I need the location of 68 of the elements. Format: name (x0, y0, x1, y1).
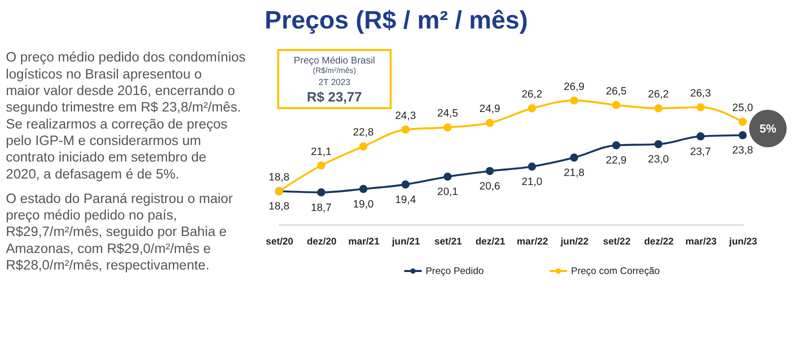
annotation: 5% (759, 122, 777, 136)
x-tick-label: dez/20 (306, 236, 337, 248)
point (528, 162, 536, 171)
data-label: 23,0 (648, 154, 669, 166)
data-label: 21,1 (310, 146, 332, 158)
text: (R$/m²/mês) (312, 66, 356, 76)
data-label: 18,7 (310, 202, 332, 214)
point (570, 96, 578, 105)
data-label: 25,0 (732, 102, 754, 114)
data-label: 20,6 (479, 180, 500, 192)
point (738, 131, 747, 140)
point (444, 123, 452, 132)
data-label: 20,1 (437, 186, 458, 198)
x-tick-label: jun/21 (390, 236, 421, 248)
x-tick-label: mar/23 (685, 236, 718, 248)
data-label: 22,9 (606, 154, 627, 167)
point (738, 118, 747, 126)
point (486, 167, 494, 176)
point (317, 188, 326, 196)
point (612, 100, 620, 110)
data-label: 26,9 (564, 80, 585, 93)
data-label: 18,8 (268, 200, 290, 213)
point (654, 140, 662, 148)
x-tick-label: jun/23 (728, 236, 758, 248)
data-label: 18,8 (268, 172, 290, 184)
text: O preço médio pedido dos condomínios logísticos no Brasil apresentou o maior valor desde 2016, encerrando o segundo trimestre em R$ 23,8/m²/mês. Se realizarmos a correção de preços pelo IGP-M e considerarmos um contrato iniciado em setembro de 2020, a defasagem é de 5%. (6, 50, 246, 182)
point (359, 184, 368, 194)
x-tick-label: set/21 (434, 236, 462, 248)
point (654, 104, 662, 112)
text: 2T 2023 (318, 76, 351, 87)
point (401, 126, 410, 134)
data-label: 23,7 (690, 146, 711, 158)
x-tick-label: set/22 (602, 236, 630, 248)
text: O estado do Paraná registrou o maior preço médio pedido no país, R$29,7/m²/mês, seguido por Bahia e Amazonas, com R$29,0/m²/mês e R$28,0/m²/mês, respectivamente. (6, 190, 234, 272)
point (359, 142, 368, 150)
point (612, 141, 620, 150)
text: Preço Médio Brasil (294, 56, 376, 67)
data-label: 22,8 (352, 126, 374, 139)
data-label: 21,8 (564, 167, 585, 180)
data-label: 19,0 (352, 198, 374, 210)
data-label: 26,2 (522, 88, 542, 101)
point (696, 132, 705, 140)
x-tick-label: dez/21 (475, 236, 506, 248)
data-label: 24,3 (395, 110, 416, 122)
point (317, 161, 326, 170)
point (401, 180, 410, 189)
x-tick-label: dez/22 (644, 236, 674, 248)
x-tick-label: mar/21 (348, 236, 380, 248)
annotation: R$ 23,77 (306, 89, 362, 104)
data-label: 23,8 (732, 144, 754, 157)
data-label: 19,4 (395, 194, 416, 206)
x-tick-label: set/20 (266, 236, 294, 248)
data-label: 24,9 (479, 103, 500, 116)
chart-title: Preços (R$ / m² / mês) (264, 6, 528, 35)
x-tick-label: jun/22 (560, 236, 589, 248)
point (444, 172, 452, 181)
data-label: 21,0 (522, 176, 542, 188)
data-label: 26,2 (648, 88, 669, 101)
legend-label: Preço com Correção (570, 266, 660, 277)
point (528, 104, 536, 112)
point (486, 118, 494, 127)
data-label: 24,5 (437, 108, 458, 120)
data-label: 26,5 (606, 85, 627, 98)
point (696, 103, 705, 112)
data-label: 26,3 (690, 88, 711, 100)
point (570, 154, 578, 162)
legend-label: Preço Pedido (426, 266, 484, 277)
x-tick-label: mar/22 (516, 236, 548, 248)
